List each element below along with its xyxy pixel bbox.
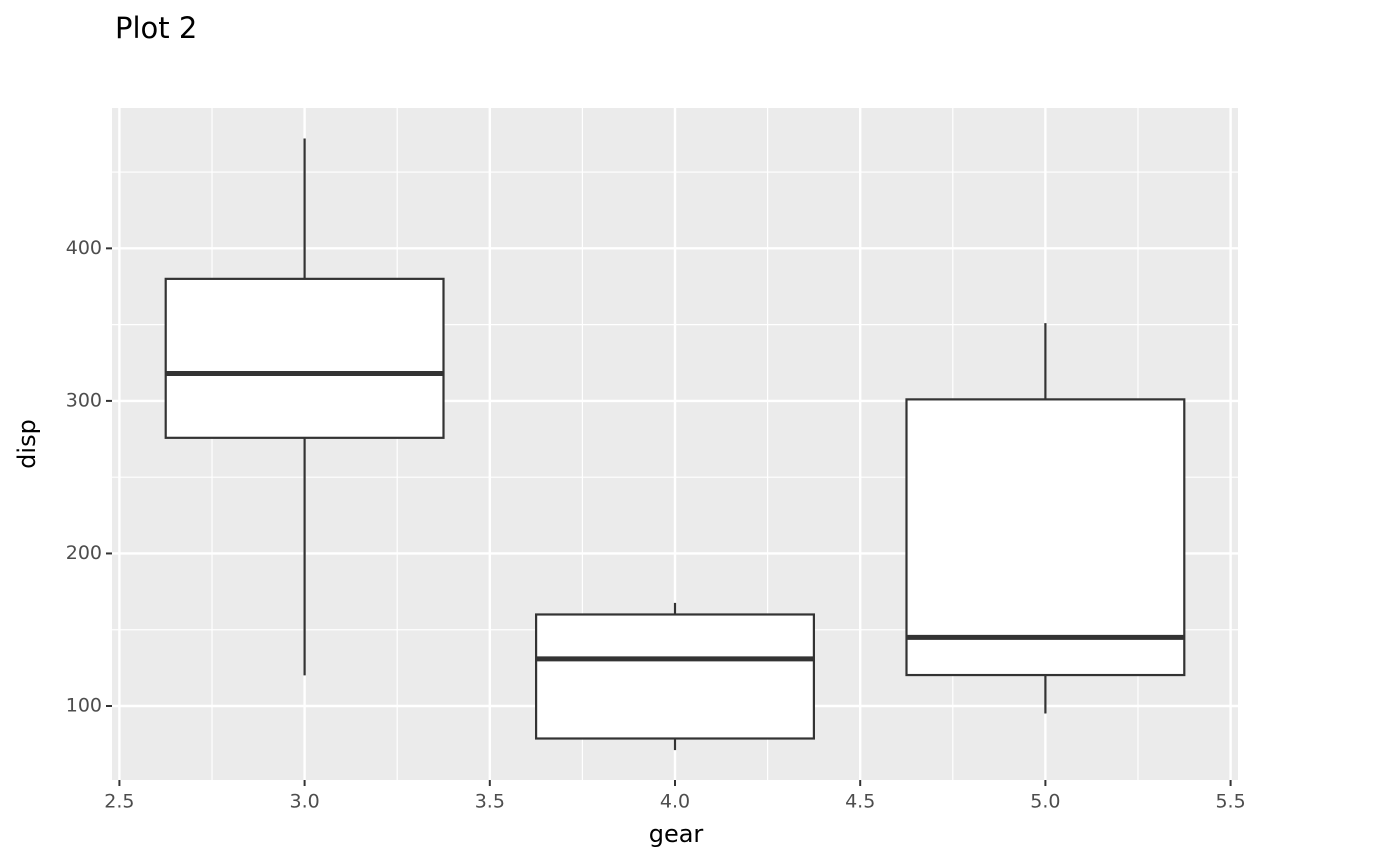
x-tick-label: 2.5: [104, 791, 134, 813]
y-tick-label: 200: [66, 542, 102, 564]
box: [905, 398, 1186, 677]
chart-title: Plot 2: [115, 11, 197, 45]
box: [535, 613, 815, 740]
x-tick-label: 4.5: [845, 791, 875, 813]
x-tick-label: 5.5: [1215, 791, 1245, 813]
y-tick-label: 100: [66, 695, 102, 717]
box: [164, 277, 445, 439]
x-tick-label: 5.0: [1030, 791, 1060, 813]
y-tick-label: 300: [66, 389, 102, 411]
x-tick-label: 3.0: [289, 791, 319, 813]
x-tick-label: 4.0: [660, 791, 690, 813]
x-axis-label: gear: [649, 820, 704, 848]
x-tick-label: 3.5: [475, 791, 505, 813]
y-tick-label: 400: [66, 237, 102, 259]
y-axis-label: disp: [13, 419, 41, 469]
